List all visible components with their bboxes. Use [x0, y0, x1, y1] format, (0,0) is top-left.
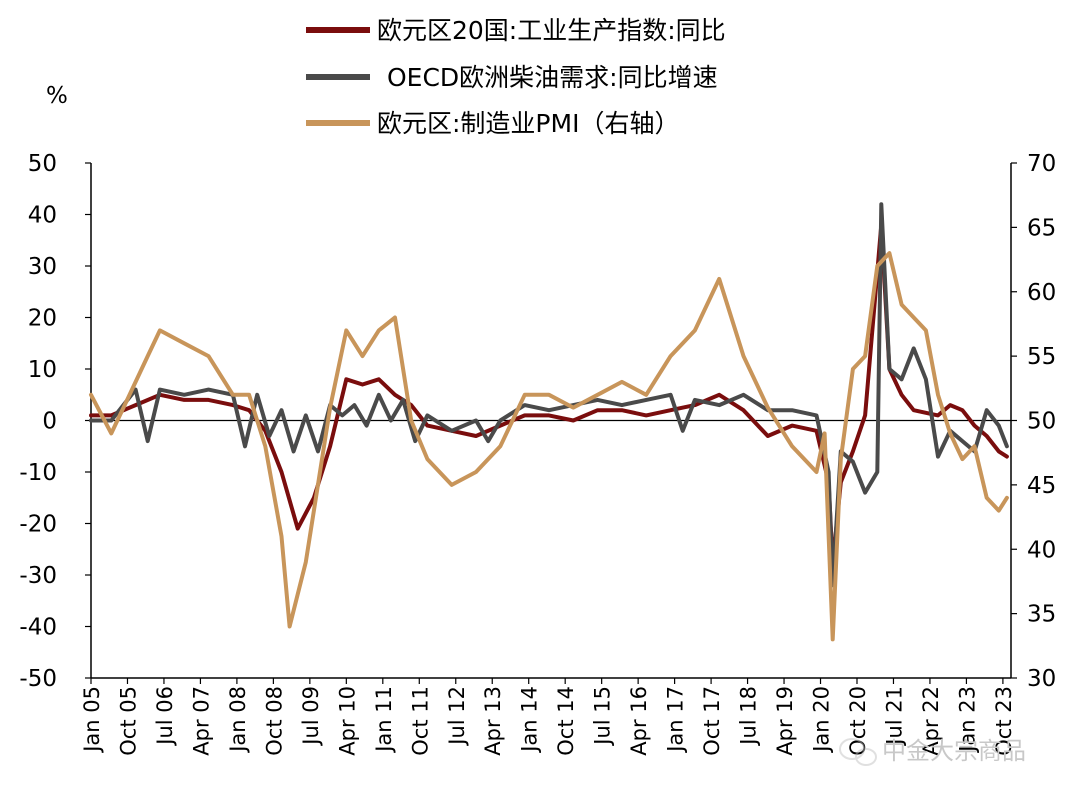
y-left-tick-label: -20 — [19, 512, 57, 538]
y-right-tick-label: 40 — [1027, 537, 1056, 563]
x-tick-label: Jan 08 — [226, 686, 250, 754]
watermark-text: 中金大宗商品 — [882, 737, 1026, 765]
legend: 欧元区20国:工业生产指数:同比 OECD欧洲柴油需求:同比增速 欧元区:制造业… — [306, 16, 726, 138]
x-tick-label: Jan 14 — [518, 686, 542, 754]
series-line-0 — [89, 222, 1009, 567]
series-layer — [89, 202, 1009, 642]
y-left-tick-label: 0 — [42, 409, 57, 435]
axes: 50 40 30 20 10 0 -10 -20 -30 -40 -50 70 65 60 55 50 45 40… — [19, 151, 1056, 756]
series-line-1 — [89, 202, 1009, 588]
x-tick-label: Jul 12 — [445, 686, 469, 747]
wechat-icon — [839, 738, 877, 766]
x-tick-label: Apr 19 — [773, 686, 797, 756]
x-tick-label: Jan 23 — [955, 686, 979, 754]
x-tick-label: Oct 23 — [992, 686, 1016, 756]
y-left-tick-label: 40 — [28, 203, 57, 229]
watermark: 中金大宗商品 — [839, 737, 1026, 766]
x-tick-label: Oct 11 — [408, 686, 432, 756]
y-right-tick-label: 45 — [1027, 473, 1056, 499]
x-tick-label: Jul 06 — [153, 686, 177, 747]
x-tick-label: Apr 13 — [481, 686, 505, 756]
x-tick-label: Apr 22 — [919, 686, 943, 756]
legend-label-pmi: 欧元区:制造业PMI（右轴） — [377, 109, 679, 138]
legend-label-diesel: OECD欧洲柴油需求:同比增速 — [387, 63, 718, 92]
y-left-tick-label: -40 — [19, 615, 57, 641]
x-tick-label: Jul 15 — [591, 686, 615, 747]
x-tick-label: Jul 21 — [882, 686, 906, 747]
legend-item-diesel: OECD欧洲柴油需求:同比增速 — [306, 63, 718, 92]
legend-item-pmi: 欧元区:制造业PMI（右轴） — [306, 109, 679, 138]
y-right-tick-label: 70 — [1027, 151, 1056, 177]
y-right-tick-label: 35 — [1027, 602, 1056, 628]
x-tick-label: Jan 05 — [80, 686, 104, 754]
y-right-tick-label: 65 — [1027, 215, 1056, 241]
x-tick-label: Jan 11 — [372, 686, 396, 754]
x-tick-label: Jan 17 — [664, 686, 688, 754]
y-right-tick-label: 55 — [1027, 344, 1056, 370]
y-left-tick-label: 10 — [28, 357, 57, 383]
series-line-2 — [89, 251, 1009, 642]
x-tick-label: Apr 07 — [189, 686, 213, 756]
x-tick-label: Jul 18 — [737, 686, 761, 747]
legend-item-ip: 欧元区20国:工业生产指数:同比 — [306, 16, 726, 45]
y-left-tick-label: 50 — [28, 151, 57, 177]
y-right-tick-label: 30 — [1027, 666, 1056, 692]
x-tick-label: Oct 14 — [554, 686, 578, 756]
x-tick-label: Oct 20 — [846, 686, 870, 756]
x-tick-label: Oct 17 — [700, 686, 724, 756]
x-tick-label: Apr 16 — [627, 686, 651, 756]
x-tick-label: Oct 08 — [262, 686, 286, 756]
x-tick-label: Oct 05 — [116, 686, 140, 756]
y-unit-label: % — [46, 83, 68, 109]
y-left-tick-label: -30 — [19, 563, 57, 589]
y-left-tick-label: 20 — [28, 306, 57, 332]
legend-label-ip: 欧元区20国:工业生产指数:同比 — [377, 16, 726, 45]
y-right-tick-label: 60 — [1027, 280, 1056, 306]
y-right-tick-label: 50 — [1027, 409, 1056, 435]
y-left-tick-label: -50 — [19, 666, 57, 692]
y-left-tick-label: 30 — [28, 254, 57, 280]
x-tick-label: Jul 09 — [299, 686, 323, 747]
y-left-tick-label: -10 — [19, 460, 57, 486]
x-tick-label: Apr 10 — [335, 686, 359, 756]
x-tick-label: Jan 20 — [810, 686, 834, 754]
